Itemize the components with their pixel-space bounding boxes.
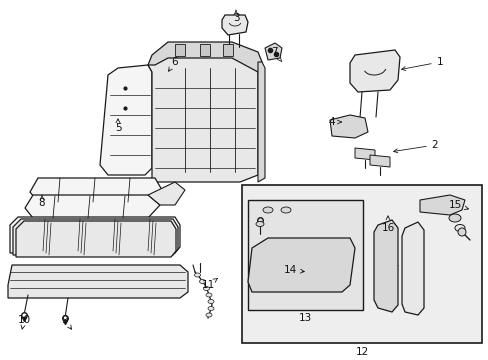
Ellipse shape [199,279,205,284]
Polygon shape [401,222,423,315]
Text: 14: 14 [283,265,304,275]
Ellipse shape [194,273,200,277]
Polygon shape [148,50,258,182]
Polygon shape [354,148,374,160]
Polygon shape [419,195,464,215]
Text: 10: 10 [18,315,30,329]
Polygon shape [369,155,389,167]
Ellipse shape [207,306,214,310]
Polygon shape [148,42,262,72]
Ellipse shape [454,225,464,231]
Polygon shape [100,65,152,175]
Text: 12: 12 [355,347,368,357]
Text: 9: 9 [61,315,71,329]
Text: 11: 11 [201,278,217,290]
Text: 6: 6 [168,57,178,71]
Text: 15: 15 [447,200,468,210]
Polygon shape [223,44,232,56]
Text: 16: 16 [381,216,394,233]
Bar [247,200,362,310]
Ellipse shape [205,313,212,317]
Polygon shape [10,217,180,253]
Text: 1: 1 [401,57,443,71]
Polygon shape [247,238,354,292]
Circle shape [457,228,465,236]
Polygon shape [329,115,367,138]
Text: 8: 8 [39,195,45,208]
Ellipse shape [207,300,214,303]
Text: 4: 4 [328,117,341,127]
Text: 2: 2 [393,140,437,153]
Text: 5: 5 [115,119,121,133]
Polygon shape [264,43,282,60]
Ellipse shape [256,221,264,226]
Polygon shape [200,44,209,56]
Polygon shape [373,220,397,312]
Polygon shape [258,62,264,182]
Text: 3: 3 [232,10,239,23]
Polygon shape [8,265,187,298]
Ellipse shape [263,207,272,213]
Ellipse shape [448,214,460,222]
Ellipse shape [203,287,209,291]
Polygon shape [16,221,176,257]
Text: 7: 7 [270,47,281,62]
Polygon shape [349,50,399,92]
Ellipse shape [281,207,290,213]
Polygon shape [222,15,247,35]
Polygon shape [175,44,184,56]
Polygon shape [148,182,184,205]
Polygon shape [25,195,160,218]
Bar [242,185,481,343]
Ellipse shape [205,293,212,297]
Polygon shape [30,178,162,202]
Text: 13: 13 [298,313,311,323]
Polygon shape [13,219,178,255]
